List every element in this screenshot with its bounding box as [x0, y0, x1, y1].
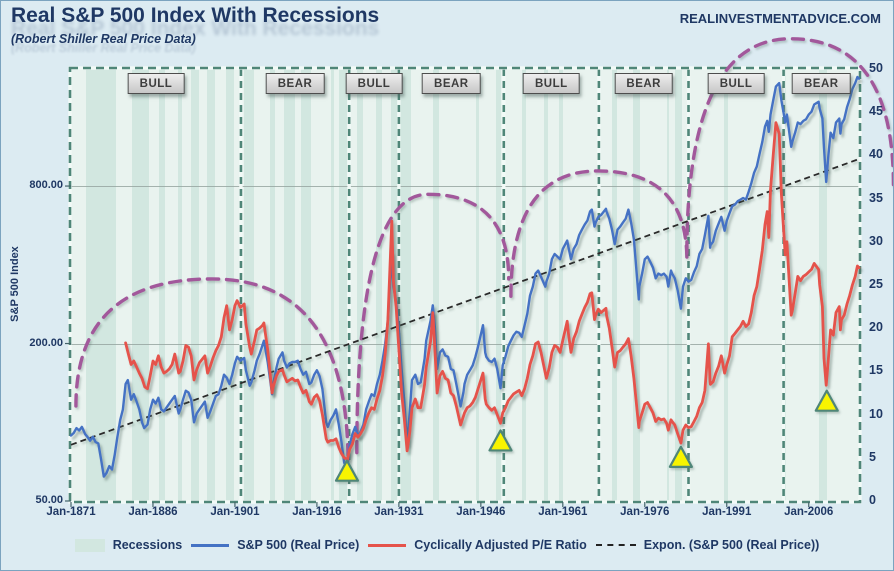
x-axis-tick-label: Jan-1886	[128, 506, 178, 518]
recession-band	[544, 69, 548, 501]
recession-band	[269, 69, 276, 501]
page-title: Real S&P 500 Index With Recessions	[11, 4, 380, 27]
recession-band	[724, 69, 728, 501]
legend-item-cape: Cyclically Adjusted P/E Ratio	[368, 538, 587, 552]
recession-band	[521, 69, 527, 501]
x-axis-tick-label: Jan-1871	[46, 506, 96, 518]
recession-band	[132, 69, 150, 501]
legend-label: S&P 500 (Real Price)	[237, 538, 360, 552]
recession-band	[191, 69, 199, 501]
x-axis-tick-label: Jan-1976	[620, 506, 670, 518]
x-axis-tick-label: Jan-2006	[784, 506, 834, 518]
y-axis-title: S&P 500 Index	[9, 246, 21, 322]
x-axis-tick-label: Jan-1946	[456, 506, 506, 518]
recession-band	[475, 69, 480, 501]
recession-band	[819, 69, 828, 501]
gridline	[71, 186, 859, 188]
y-right-tick-label: 30	[869, 233, 883, 248]
x-axis-tick-label: Jan-1931	[374, 506, 424, 518]
y-left-tick-label: 800.00	[29, 179, 63, 192]
recession-band	[666, 69, 670, 501]
cycle-label-bull-4: BULL	[522, 73, 580, 94]
recession-band	[558, 69, 564, 501]
y-right-tick-label: 35	[869, 190, 883, 205]
recession-band	[331, 69, 335, 501]
blue-line-swatch-icon	[191, 543, 230, 547]
y-left-tick-label: 200.00	[29, 336, 63, 349]
legend-item-trend: Expon. (S&P 500 (Real Price))	[595, 538, 820, 552]
y-right-tick-label: 5	[869, 449, 876, 464]
legend-item-recessions: Recessions	[74, 538, 183, 552]
red-line-swatch-icon	[368, 543, 407, 547]
legend-item-sp500: S&P 500 (Real Price)	[191, 538, 359, 552]
legend-label: Recessions	[112, 538, 183, 552]
cycle-label-bear-3: BEAR	[422, 73, 481, 94]
recession-band	[782, 69, 786, 501]
recession-band	[226, 69, 235, 501]
y-right-tick-label: 40	[869, 147, 883, 162]
cycle-label-bull-6: BULL	[707, 73, 765, 94]
legend-label: Expon. (S&P 500 (Real Price))	[643, 538, 820, 552]
x-axis-tick-label: Jan-1916	[292, 506, 342, 518]
x-axis-tick-label: Jan-1991	[702, 506, 752, 518]
site-watermark: REALINVESTMENTADVICE.COM	[679, 11, 881, 26]
cycle-label-bull-2: BULL	[345, 73, 403, 94]
recession-band	[284, 69, 296, 501]
dashed-line-swatch-icon	[595, 544, 636, 546]
recession-band	[356, 69, 364, 501]
y-right-tick-label: 25	[869, 277, 883, 291]
recession-band	[674, 69, 683, 501]
recession-band	[375, 69, 382, 501]
legend-label: Cyclically Adjusted P/E Ratio	[414, 538, 587, 552]
cycle-label-bull-0: BULL	[127, 73, 185, 94]
cycle-label-bear-1: BEAR	[265, 73, 325, 94]
y-right-tick-label: 20	[869, 320, 883, 335]
recession-band	[86, 69, 117, 501]
recession-band	[338, 69, 347, 501]
y-right-tick-label: 45	[869, 104, 883, 119]
recession-band	[159, 69, 166, 501]
y-right-tick-label: 0	[869, 493, 876, 507]
cycle-label-bear-5: BEAR	[614, 73, 673, 94]
recession-band	[433, 69, 440, 501]
y-left-tick-label: 50.00	[35, 494, 63, 506]
x-axis-tick-label: Jan-1961	[538, 506, 588, 518]
cycle-label-bear-7: BEAR	[791, 73, 851, 94]
recession-swatch-icon	[74, 538, 105, 552]
recession-band	[496, 69, 502, 501]
plot-area	[71, 69, 859, 501]
recession-band	[391, 69, 411, 501]
x-axis-tick-label: Jan-1901	[210, 506, 260, 518]
recession-band	[207, 69, 216, 501]
recession-band	[611, 69, 617, 501]
y-right-tick-label: 15	[869, 363, 883, 378]
chart-subtitle: (Robert Shiller Real Price Data)	[11, 32, 196, 46]
recession-band	[244, 69, 255, 501]
chart-legend: Recessions S&P 500 (Real Price) Cyclical…	[1, 538, 893, 552]
recession-band	[632, 69, 641, 501]
y-right-tick-label: 50	[869, 61, 883, 75]
recession-band	[300, 69, 311, 501]
gridline	[71, 343, 859, 345]
y-right-tick-label: 10	[869, 406, 883, 421]
recession-band	[177, 69, 183, 501]
